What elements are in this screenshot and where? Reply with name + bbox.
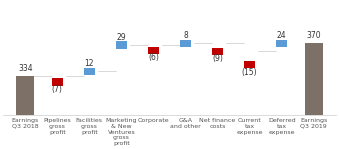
Text: 8: 8 [183,31,188,41]
Text: (6): (6) [148,53,159,62]
Text: (9): (9) [212,54,223,63]
Text: 370: 370 [306,31,321,41]
Bar [16,76,34,149]
Text: 334: 334 [18,64,33,73]
Text: 12: 12 [85,59,94,68]
Bar [180,40,191,47]
Bar [212,48,223,55]
Text: (15): (15) [242,68,257,77]
Bar [244,61,255,68]
Bar [84,67,95,75]
Bar [52,78,63,86]
Text: 29: 29 [117,33,126,42]
Bar [148,47,159,54]
Bar [305,43,323,149]
Text: 24: 24 [277,31,286,41]
Bar [116,41,127,49]
Text: (7): (7) [52,85,63,94]
Bar [276,40,287,47]
